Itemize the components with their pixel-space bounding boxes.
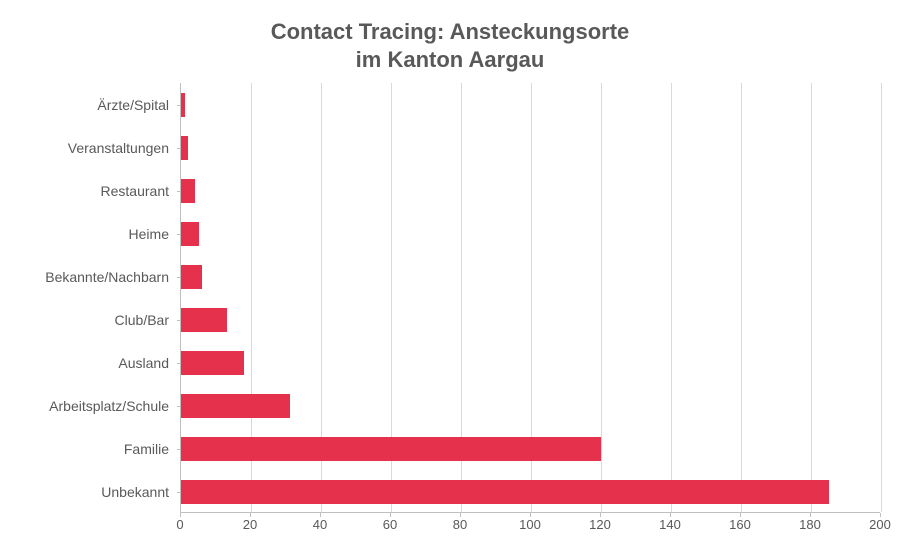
y-category-label: Ärzte/Spital (20, 98, 174, 112)
y-category-label: Veranstaltungen (20, 141, 174, 155)
chart-title-line1: Contact Tracing: Ansteckungsorte (271, 19, 630, 44)
grid-line (881, 83, 882, 512)
x-axis: 020406080100120140160180200 (180, 513, 880, 537)
bar-row (181, 265, 880, 289)
y-category-label: Club/Bar (20, 313, 174, 327)
bar-row (181, 136, 880, 160)
bar (181, 136, 188, 160)
bar (181, 93, 185, 117)
chart-container: Contact Tracing: Ansteckungsorte im Kant… (0, 0, 900, 551)
bar (181, 308, 227, 332)
y-category-label: Heime (20, 227, 174, 241)
bar (181, 394, 290, 418)
y-category-label: Familie (20, 442, 174, 456)
x-tick-label: 80 (453, 517, 467, 532)
bar (181, 480, 829, 504)
bar-row (181, 437, 880, 461)
y-category-label: Arbeitsplatz/Schule (20, 399, 174, 413)
bar (181, 179, 195, 203)
y-category-label: Unbekannt (20, 485, 174, 499)
chart-title: Contact Tracing: Ansteckungsorte im Kant… (20, 18, 880, 73)
plot-area (180, 83, 880, 513)
x-tick-label: 100 (519, 517, 541, 532)
bar-row (181, 480, 880, 504)
bar (181, 222, 199, 246)
x-tick-label: 180 (799, 517, 821, 532)
plot-wrap: Ärzte/Spital Veranstaltungen Restaurant Hei… (20, 83, 880, 537)
bar-row (181, 308, 880, 332)
x-tick-label: 140 (659, 517, 681, 532)
bar (181, 351, 244, 375)
x-tick-label: 200 (869, 517, 891, 532)
y-category-label: Ausland (20, 356, 174, 370)
x-tick-label: 120 (589, 517, 611, 532)
bar-row (181, 394, 880, 418)
x-tick-label: 60 (383, 517, 397, 532)
bar-row (181, 179, 880, 203)
x-tick-label: 20 (243, 517, 257, 532)
y-category-label: Restaurant (20, 184, 174, 198)
bar (181, 437, 601, 461)
x-tick-label: 40 (313, 517, 327, 532)
bar-row (181, 222, 880, 246)
x-tick-label: 160 (729, 517, 751, 532)
x-tick-label: 0 (176, 517, 183, 532)
bar-row (181, 93, 880, 117)
bar-row (181, 351, 880, 375)
y-category-label: Bekannte/Nachbarn (20, 270, 174, 284)
bar (181, 265, 202, 289)
chart-title-line2: im Kanton Aargau (356, 47, 545, 72)
